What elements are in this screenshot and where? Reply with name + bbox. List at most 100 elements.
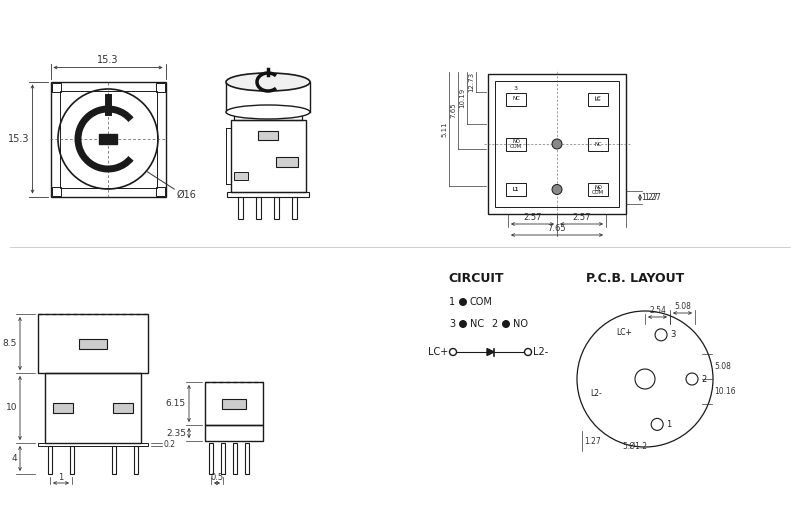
Text: LC+: LC+ <box>616 328 632 336</box>
Bar <box>506 93 526 106</box>
Text: 2.57: 2.57 <box>572 213 590 222</box>
Bar <box>205 425 263 441</box>
Text: 1: 1 <box>666 420 671 429</box>
Text: 1.27: 1.27 <box>642 193 658 202</box>
Text: LC: LC <box>594 96 602 101</box>
Text: 3: 3 <box>670 330 675 340</box>
Bar <box>488 74 626 214</box>
Text: 10.16: 10.16 <box>714 387 736 396</box>
Circle shape <box>459 320 467 328</box>
Text: NC: NC <box>594 142 602 147</box>
Bar <box>222 399 246 409</box>
Bar <box>274 197 278 219</box>
Bar <box>291 197 297 219</box>
Bar <box>233 443 237 474</box>
Text: NO
COM: NO COM <box>592 184 604 194</box>
Bar <box>53 403 73 413</box>
Text: 12.73: 12.73 <box>468 72 474 92</box>
Bar <box>245 443 249 474</box>
Bar <box>205 382 263 425</box>
Text: 0.5: 0.5 <box>210 473 223 482</box>
Bar <box>255 197 261 219</box>
Circle shape <box>502 320 510 328</box>
Bar <box>38 314 148 373</box>
Text: L2-: L2- <box>590 389 602 398</box>
Circle shape <box>552 139 562 149</box>
Bar <box>221 443 225 474</box>
Bar <box>258 131 278 140</box>
Bar <box>59 91 157 187</box>
Text: 8.5: 8.5 <box>2 339 17 348</box>
Text: 1: 1 <box>58 473 64 482</box>
Text: 5.08: 5.08 <box>714 362 731 371</box>
Bar <box>51 82 61 92</box>
Text: L1: L1 <box>513 187 519 192</box>
Circle shape <box>459 298 467 306</box>
Bar <box>112 446 116 474</box>
Bar <box>45 373 141 443</box>
Text: NO: NO <box>513 319 528 329</box>
Bar <box>588 93 608 106</box>
Bar <box>70 446 74 474</box>
Text: 10.19: 10.19 <box>459 88 465 108</box>
Bar <box>506 137 526 151</box>
Text: 2: 2 <box>492 319 498 329</box>
Text: P.C.B. LAYOUT: P.C.B. LAYOUT <box>586 272 684 285</box>
Bar <box>79 339 107 349</box>
Text: 0.2: 0.2 <box>164 440 176 449</box>
Text: 4: 4 <box>11 454 17 463</box>
Bar <box>234 172 247 180</box>
Text: 2.57: 2.57 <box>523 213 542 222</box>
Text: LC: LC <box>594 97 602 102</box>
Text: 10: 10 <box>6 404 17 412</box>
Text: 6.15: 6.15 <box>166 399 186 408</box>
Text: 1: 1 <box>449 297 455 307</box>
Bar <box>238 197 242 219</box>
Bar <box>38 443 148 446</box>
Bar <box>134 446 138 474</box>
Bar <box>113 403 133 413</box>
Text: 15.3: 15.3 <box>8 134 30 144</box>
Bar <box>51 186 61 195</box>
Bar <box>230 120 306 192</box>
Text: L2: L2 <box>594 187 602 192</box>
Text: NO
COM: NO COM <box>510 139 522 149</box>
Text: 3: 3 <box>449 319 455 329</box>
Text: 2.54: 2.54 <box>649 306 666 315</box>
Bar <box>48 446 52 474</box>
Text: 2: 2 <box>701 375 706 383</box>
Bar <box>155 82 165 92</box>
Text: 3: 3 <box>514 86 518 91</box>
Text: CIRCUIT: CIRCUIT <box>448 272 504 285</box>
Text: 15.3: 15.3 <box>98 54 118 65</box>
Bar <box>495 81 619 207</box>
Polygon shape <box>487 349 494 355</box>
Text: 5.Ø1.2: 5.Ø1.2 <box>622 441 647 450</box>
Text: 2.35: 2.35 <box>166 429 186 438</box>
Text: NC: NC <box>512 96 520 101</box>
Bar <box>588 137 608 151</box>
Text: L2-: L2- <box>533 347 548 357</box>
Text: 5.11: 5.11 <box>441 121 447 137</box>
Bar <box>588 183 608 196</box>
Circle shape <box>525 349 531 355</box>
Text: 7.65: 7.65 <box>450 103 456 118</box>
Ellipse shape <box>226 105 310 119</box>
Text: 1.27: 1.27 <box>584 437 601 445</box>
Bar <box>227 192 309 197</box>
Text: COM: COM <box>470 297 493 307</box>
Bar <box>506 183 526 196</box>
Text: 5.08: 5.08 <box>674 302 691 311</box>
Bar <box>234 112 302 120</box>
Bar <box>50 81 166 196</box>
Bar <box>209 443 213 474</box>
Text: NC: NC <box>470 319 484 329</box>
Ellipse shape <box>226 73 310 91</box>
Text: Ø16: Ø16 <box>176 190 196 200</box>
Text: LC+: LC+ <box>428 347 448 357</box>
Text: L1: L1 <box>513 187 519 192</box>
Circle shape <box>450 349 457 355</box>
Bar <box>276 157 298 167</box>
Bar <box>99 134 117 144</box>
Text: 1.27: 1.27 <box>644 193 661 202</box>
